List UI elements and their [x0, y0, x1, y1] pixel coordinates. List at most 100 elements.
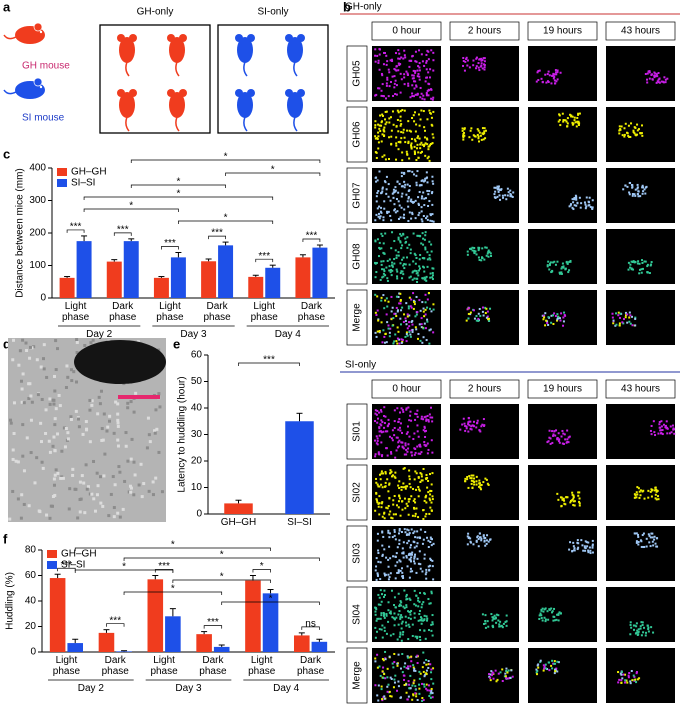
track-dot [402, 216, 405, 219]
track-dot [431, 696, 434, 699]
track-dot [634, 194, 637, 197]
photo-texture [37, 509, 41, 513]
track-dot [376, 238, 379, 241]
track-dot [420, 417, 423, 420]
bar [295, 257, 311, 298]
track-dot [578, 497, 581, 500]
track-dot [462, 138, 465, 141]
track-dot [409, 333, 412, 336]
track-dot [404, 444, 407, 447]
track-dot [398, 57, 401, 60]
track-dot [383, 207, 386, 210]
track-dot [381, 553, 384, 556]
track-dot [507, 669, 510, 672]
photo-texture [57, 393, 61, 397]
track-dot [413, 667, 416, 670]
track-cell [528, 107, 597, 162]
track-dot [465, 319, 468, 322]
track-dot [374, 293, 377, 296]
x-tick-label: GH–GH [220, 517, 257, 528]
track-dot [402, 320, 405, 323]
mouse-tail [125, 61, 130, 77]
track-dot [501, 668, 504, 671]
track-dot [416, 281, 419, 284]
track-dot [624, 184, 627, 187]
track-dot [406, 72, 409, 75]
track-dot [424, 80, 427, 83]
track-dot [429, 258, 432, 261]
track-dot [407, 513, 410, 516]
track-dot [568, 269, 571, 272]
track-dot [431, 621, 434, 624]
track-dot [397, 571, 400, 574]
track-dot [420, 150, 423, 153]
track-dot [618, 324, 621, 327]
column-header-box [527, 379, 598, 399]
photo-texture [9, 418, 13, 422]
x-tick-label: SI–SI [287, 517, 312, 528]
photo-texture [53, 473, 57, 477]
track-dot [547, 440, 550, 443]
track-dot [422, 651, 425, 654]
track-dot [641, 621, 644, 624]
photo-texture [118, 515, 122, 519]
photo-texture [112, 431, 116, 435]
mouse-ear [235, 89, 243, 97]
track-dot [427, 58, 430, 61]
photo-texture [29, 451, 33, 455]
track-dot [389, 676, 392, 679]
track-dot [618, 125, 621, 128]
track-dot [420, 92, 423, 95]
track-dot [414, 140, 417, 143]
track-dot [380, 472, 383, 475]
track-dot [505, 624, 508, 627]
track-dot [424, 435, 427, 438]
track-dot [476, 419, 479, 422]
photo-texture [116, 421, 120, 425]
track-dot [415, 655, 418, 658]
track-dot [425, 171, 428, 174]
photo-texture [93, 509, 97, 513]
track-dot [635, 672, 638, 675]
track-dot [419, 629, 422, 632]
track-dot [557, 120, 560, 123]
track-dot [420, 218, 423, 221]
track-dot [432, 303, 435, 306]
track-dot [379, 409, 382, 412]
track-dot [469, 541, 472, 544]
track-dot [420, 451, 423, 454]
track-dot [493, 617, 496, 620]
track-dot [419, 472, 422, 475]
track-dot [413, 498, 416, 501]
track-dot [509, 189, 512, 192]
track-dot [407, 529, 410, 532]
track-dot [375, 557, 378, 560]
track-dot [498, 623, 501, 626]
track-dot [427, 418, 430, 421]
mouse-ear [285, 34, 293, 42]
track-dot [407, 539, 410, 542]
y-tick-label: 60 [25, 570, 37, 581]
photo-texture [62, 426, 66, 430]
track-dot [421, 195, 424, 198]
track-dot [387, 565, 390, 568]
significance-bracket [208, 235, 226, 240]
track-dot [478, 69, 481, 72]
track-dot [641, 124, 644, 127]
track-dot [413, 277, 416, 280]
track-dot [482, 314, 485, 317]
track-dot [395, 552, 398, 555]
track-dot [511, 675, 514, 678]
track-dot [408, 576, 411, 579]
track-dot [414, 60, 417, 63]
track-dot [418, 211, 421, 214]
track-dot [389, 469, 392, 472]
photo-texture [147, 433, 151, 437]
track-dot [395, 198, 398, 201]
track-dot [404, 56, 407, 59]
track-dot [432, 220, 435, 223]
track-dot [377, 319, 380, 322]
track-dot [627, 674, 630, 677]
photo-texture [42, 343, 46, 347]
track-dot [400, 137, 403, 140]
